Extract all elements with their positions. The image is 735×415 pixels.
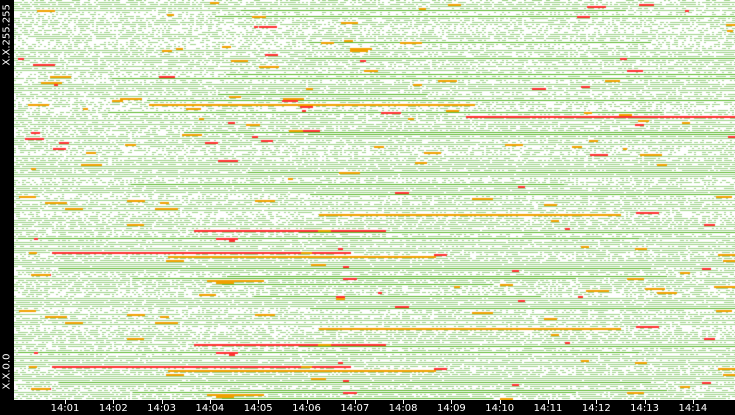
y-axis: X.X.255.255 X.X.0.0 [0, 0, 14, 400]
x-tick-label: 14:07 [340, 403, 370, 414]
y-label-top: X.X.255.255 [1, 4, 13, 66]
x-tick [209, 400, 211, 404]
x-tick [65, 400, 66, 404]
x-tick [306, 400, 308, 404]
x-tick-label: 14:04 [195, 403, 225, 414]
x-tick [451, 400, 453, 404]
x-tick [403, 400, 405, 404]
x-tick [644, 400, 646, 404]
x-tick [596, 400, 598, 404]
x-tick-label: 14:02 [98, 403, 128, 414]
y-label-bottom: X.X.0.0 [1, 353, 13, 390]
x-tick [258, 400, 260, 404]
x-tick-label: 14:11 [533, 403, 563, 414]
x-tick [354, 400, 356, 404]
x-tick-label: 14:09 [436, 403, 466, 414]
x-tick-label: 14:12 [581, 403, 611, 414]
heatmap-canvas[interactable] [14, 0, 735, 400]
x-tick [499, 400, 501, 404]
x-tick-label: 14:03 [147, 403, 177, 414]
x-tick-label: 14:05 [243, 403, 273, 414]
x-tick-label: 14:10 [485, 403, 515, 414]
x-axis: 14:01 14:02 14:03 14:04 14:05 14:06 14:07 14:08… [14, 400, 735, 415]
x-tick [548, 400, 549, 404]
x-tick [113, 400, 115, 404]
x-tick-label: 14:06 [292, 403, 321, 414]
x-tick-label: 14:13 [630, 403, 660, 414]
x-tick-label: 14:14 [678, 403, 708, 414]
x-tick-label: 14:08 [388, 403, 418, 414]
x-tick [161, 400, 163, 404]
x-tick-label: 14:01 [50, 403, 80, 414]
x-tick [692, 400, 694, 404]
